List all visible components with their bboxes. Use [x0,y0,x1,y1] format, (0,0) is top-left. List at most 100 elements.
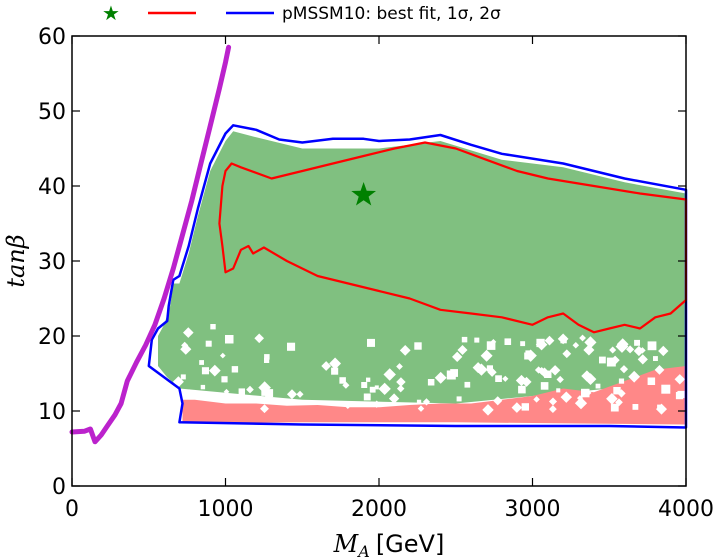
scatter-gap [246,385,254,394]
scatter-gap [486,365,493,372]
scatter-gap [180,374,186,380]
scatter-gap [606,393,618,405]
scatter-gap [417,405,425,412]
y-tick-label: 50 [38,100,66,125]
y-tick-label: 60 [38,25,66,50]
scatter-gap [544,370,552,378]
scatter-gap [238,388,245,395]
scatter-gap [536,338,545,348]
scatter-gap [504,338,512,345]
y-tick-label: 0 [52,475,66,500]
scatter-gap [647,341,657,351]
scatter-gap [331,367,339,375]
x-axis-label-sub: A [356,542,370,560]
scatter-gap [533,396,540,403]
scatter-gap [619,365,629,374]
scatter-gap [518,385,526,394]
scatter-gap [556,375,564,384]
scatter-gap [158,317,164,323]
scatter-gap [343,400,352,410]
scatter-gap [557,333,569,345]
scatter-gap [457,345,468,356]
scatter-gap [201,367,209,375]
scatter-gap [414,342,422,350]
scatter-gap [675,392,684,400]
scatter-gap [486,341,496,350]
scatter-gap [261,389,268,396]
scatter-gap [606,357,616,367]
scatter-gap [225,335,234,344]
scatter-gap [525,350,531,356]
scatter-gap [434,371,447,384]
scatter-gap [210,324,216,330]
x-axis-label: MA [GeV] [333,530,445,560]
x-axis-label-main: M [333,530,360,558]
scatter-gap [231,366,239,373]
scatter-gap [427,379,435,386]
scatter-gap [416,399,422,404]
scatter-gap [321,361,332,371]
scatter-gap [572,341,580,349]
scatter-gap [634,339,640,346]
scatter-gap [197,392,205,400]
scatter-gap [286,389,298,400]
scatter-gap [378,382,391,396]
x-tick-label: 4000 [658,497,714,522]
contour-1sigma [218,141,688,334]
scatter-gap [556,388,561,393]
y-tick-label: 10 [38,400,66,425]
scatter-gap [373,400,381,408]
scatter-gap [363,393,371,401]
x-tick-label: 3000 [505,497,561,522]
scatter-gap [287,342,296,351]
scatter-gap [661,384,671,394]
scatter-gap [653,356,658,361]
plot-area [158,131,686,425]
limit-curve [69,44,232,445]
scatter-gap [339,377,346,384]
scatter-gap [583,344,595,356]
scatter-gap [396,363,403,370]
x-axis-label-unit: [GeV] [376,530,445,558]
scatter-gap [647,377,656,385]
scatter-gap [186,389,193,396]
scatter-gap [369,386,376,393]
scatter-gap [464,381,471,388]
scatter-gap [205,340,212,347]
scatter-gap [657,404,662,409]
y-axis-label: tanβ [2,234,30,287]
scatter-gap [264,354,270,360]
legend-label: pMSSM10: best fit, 1σ, 2σ [282,4,501,24]
scatter-gap [158,382,165,389]
scatter-gap [495,375,502,382]
y-tick-label: 40 [38,175,66,200]
scatter-gap [422,398,431,406]
scatter-gap [265,389,274,398]
scatter-gap [521,376,532,387]
scatter-gap [502,375,509,382]
scatter-gap [576,395,584,402]
scatter-gap [626,345,635,354]
scatter-gap [511,402,523,413]
scatter-gap [342,381,350,389]
scatter-gap [366,377,371,382]
scatter-gap [482,404,494,416]
scatter-gap [632,404,639,410]
scatter-gap [613,387,621,395]
scatter-gap [637,354,648,365]
scatter-gap [549,405,557,413]
scatter-gap [296,390,304,398]
scatter-gap [610,403,619,412]
contour-2sigma [147,124,688,429]
scatter-gap [493,396,503,406]
scatter-gap [374,385,379,390]
contour-lines [69,44,688,445]
scatter-gap [456,396,462,402]
green-region [158,131,686,404]
scatter-gap [595,383,601,389]
x-tick-label: 1000 [198,497,254,522]
scatter-gap [264,357,270,363]
scatter-gap [388,393,400,404]
legend: ★ pMSSM10: best fit, 1σ, 2σ [102,1,501,25]
